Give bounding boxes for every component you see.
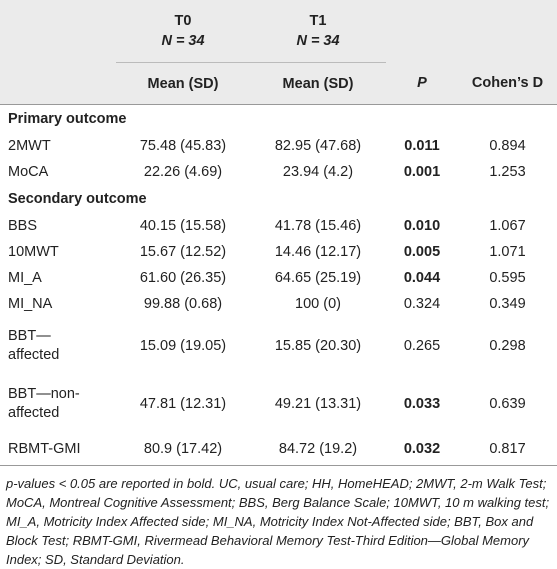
row-label: BBT—non-affected: [8, 386, 80, 421]
group-header: T0 N = 34: [116, 0, 250, 63]
row-label: MoCA: [8, 163, 49, 180]
cell: 41.78 (15.46): [274, 217, 362, 234]
row-label-cell: 10MWT: [0, 239, 116, 265]
cell: 49.21 (13.31): [274, 395, 362, 412]
cell: 0.595: [489, 269, 526, 286]
empty-header: [0, 62, 116, 105]
group-n: N = 34: [296, 33, 340, 49]
group-n: N = 34: [161, 33, 205, 49]
data-row: BBT—affected 15.09 (19.05) 15.85 (20.30) 0.…: [0, 317, 557, 375]
section-title: Primary outcome: [8, 110, 127, 127]
row-label-cell: 2MWT: [0, 133, 116, 159]
cell: 0.011: [404, 137, 440, 154]
row-label-cell: MI_NA: [0, 291, 116, 317]
cell: 1.253: [489, 163, 526, 180]
row-label: 2MWT: [8, 137, 51, 154]
cell: 15.85 (20.30): [274, 337, 362, 354]
cell: 15.67 (12.52): [139, 243, 227, 260]
cell: 23.94 (4.2): [282, 163, 354, 180]
cell: 22.26 (4.69): [143, 163, 223, 180]
cell: 84.72 (19.2): [250, 433, 386, 466]
data-row: 2MWT 75.48 (45.83) 82.95 (47.68) 0.011 0.894: [0, 133, 557, 159]
row-label-cell: BBS: [0, 213, 116, 239]
row-label: BBS: [8, 217, 38, 234]
data-row: 10MWT 15.67 (12.52) 14.46 (12.17) 0.005 1.07…: [0, 239, 557, 265]
cell: 0.349: [489, 295, 526, 312]
cell: 82.95 (47.68): [274, 137, 362, 154]
cell: 1.071: [489, 243, 526, 260]
row-label: MI_A: [8, 269, 42, 286]
cell: 15.09 (19.05): [139, 337, 227, 354]
row-label-cell: RBMT-GMI: [0, 433, 116, 466]
cell: 0.032: [386, 433, 458, 466]
cell: 61.60 (26.35): [139, 269, 227, 286]
cell: 0.044: [403, 269, 441, 286]
data-row: BBS 40.15 (15.58) 41.78 (15.46) 0.010 1.067: [0, 213, 557, 239]
data-row: MoCA 22.26 (4.69) 23.94 (4.2) 0.001 1.253: [0, 159, 557, 185]
cell: 14.46 (12.17): [274, 243, 362, 260]
cell: 0.298: [489, 337, 526, 354]
row-label: MI_NA: [8, 295, 53, 312]
empty-header: [458, 0, 557, 63]
cell: 1.067: [489, 217, 526, 234]
section-row: Secondary outcome: [0, 185, 557, 213]
cell: 0.817: [458, 433, 557, 466]
row-label-cell: BBT—affected: [0, 317, 116, 375]
results-table: T0 N = 34 T1 N = 34 Mean (SD) Mean (SD) P …: [0, 0, 557, 466]
column-header: Mean (SD): [116, 62, 250, 105]
row-label-cell: MI_A: [0, 265, 116, 291]
cell: 40.15 (15.58): [139, 217, 227, 234]
column-header: Cohen’s D: [458, 62, 557, 105]
cell: 64.65 (25.19): [274, 269, 362, 286]
section-row: Primary outcome: [0, 105, 557, 134]
empty-header: [386, 0, 458, 63]
section-title: Secondary outcome: [8, 190, 147, 207]
cell: 0.033: [403, 395, 441, 412]
cell: 75.48 (45.83): [139, 137, 227, 154]
row-label-cell: BBT—non-affected: [0, 375, 116, 433]
column-header: Mean (SD): [250, 62, 386, 105]
row-label: BBT—affected: [8, 328, 60, 363]
cell: 47.81 (12.31): [139, 395, 227, 412]
group-label: T0: [174, 13, 192, 29]
group-header: T1 N = 34: [250, 0, 386, 63]
cell: 0.324: [403, 295, 441, 312]
table-body: Primary outcome 2MWT 75.48 (45.83) 82.95 (4…: [0, 105, 557, 466]
corner: [0, 0, 116, 63]
row-label: 10MWT: [8, 243, 59, 260]
row-label-cell: MoCA: [0, 159, 116, 185]
group-label: T1: [309, 13, 327, 29]
cell: 0.894: [489, 137, 526, 154]
cell: 0.010: [403, 217, 441, 234]
cell: 0.001: [403, 163, 441, 180]
data-row: RBMT-GMI 80.9 (17.42) 84.72 (19.2) 0.032 0.8…: [0, 433, 557, 466]
cell: 0.265: [403, 337, 441, 354]
footnote: p-values < 0.05 are reported in bold. UC…: [6, 476, 550, 567]
cell: 99.88 (0.68): [143, 295, 223, 312]
cell: 0.005: [403, 243, 441, 260]
cell: 0.639: [489, 395, 526, 412]
data-row: BBT—non-affected 47.81 (12.31) 49.21 (13.3…: [0, 375, 557, 433]
column-header: P: [386, 62, 458, 105]
cell: 80.9 (17.42): [116, 433, 250, 466]
cell: 100 (0): [295, 295, 341, 312]
row-label: RBMT-GMI: [8, 440, 81, 457]
data-row: MI_A 61.60 (26.35) 64.65 (25.19) 0.044 0.595: [0, 265, 557, 291]
data-row: MI_NA 99.88 (0.68) 100 (0) 0.324 0.349: [0, 291, 557, 317]
